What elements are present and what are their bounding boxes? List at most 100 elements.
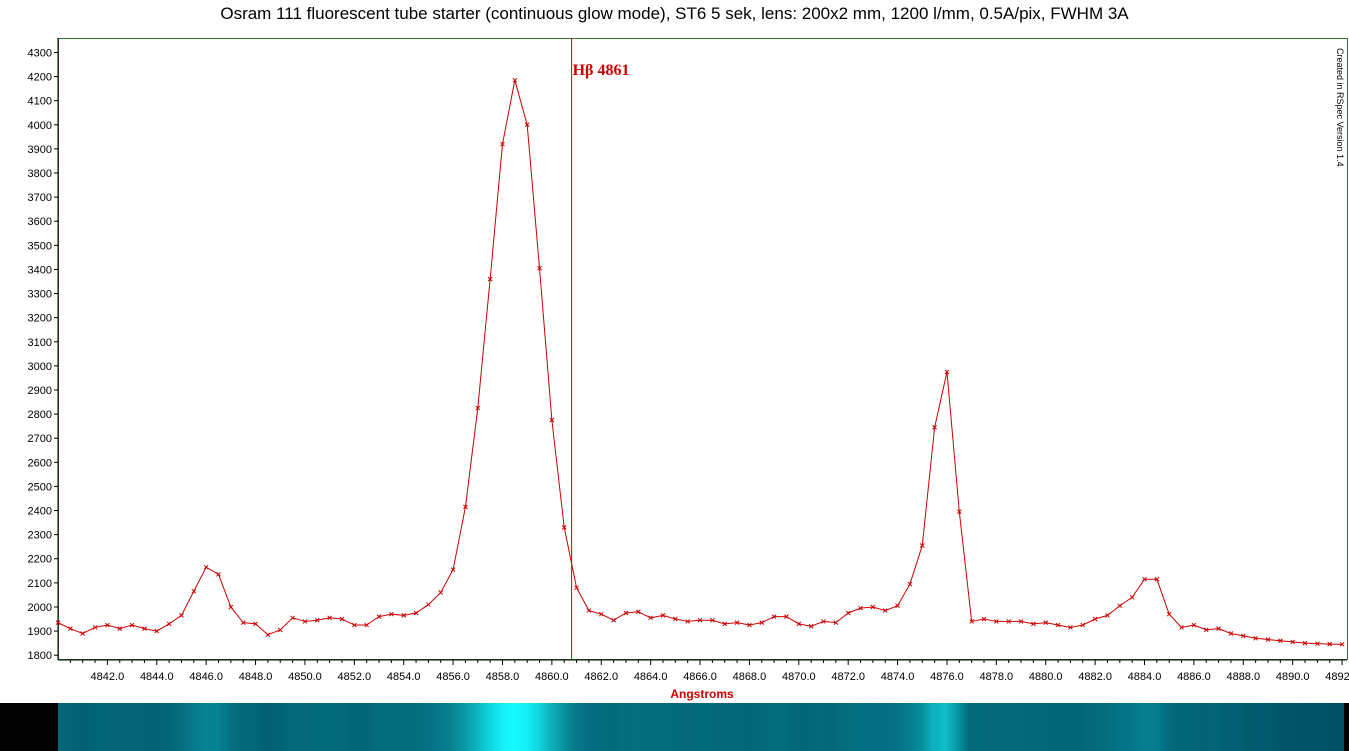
data-point	[80, 631, 86, 636]
y-tick-label: 1800	[28, 650, 52, 662]
data-point	[1191, 622, 1197, 628]
data-point	[598, 611, 604, 617]
data-point	[105, 622, 110, 628]
data-point	[129, 622, 135, 628]
data-point	[1043, 620, 1049, 625]
data-point	[1018, 619, 1024, 624]
x-tick-label: 4868.0	[733, 671, 767, 683]
data-point	[203, 564, 209, 570]
data-point	[1302, 640, 1308, 646]
data-point	[660, 613, 666, 618]
data-point	[277, 627, 283, 633]
x-tick-label: 4854.0	[387, 671, 421, 683]
chart-svg: 1800 1900 2000 2100 2200 2300 2400 2500 2600 2700…	[28, 38, 1349, 701]
y-tick-label: 2700	[28, 433, 52, 445]
y-tick-label: 3200	[28, 313, 52, 325]
x-tick-label: 4862.0	[584, 671, 618, 683]
data-point	[648, 615, 653, 621]
x-tick-label: 4842.0	[91, 671, 125, 683]
data-point	[253, 621, 258, 627]
data-point	[314, 617, 320, 623]
x-tick-label: 4892.0	[1325, 671, 1349, 683]
x-tick-label: 4848.0	[239, 671, 273, 683]
data-point	[747, 622, 752, 628]
data-point	[623, 610, 629, 616]
data-point	[981, 616, 987, 622]
data-point	[1166, 611, 1172, 617]
y-tick-label: 3500	[28, 240, 52, 252]
y-tick-label: 2900	[28, 385, 52, 397]
data-point	[734, 620, 740, 625]
data-point	[327, 615, 332, 621]
data-point	[537, 265, 542, 271]
data-point	[154, 628, 160, 634]
data-point	[1240, 633, 1246, 639]
data-point	[932, 424, 937, 430]
data-point	[1203, 627, 1209, 633]
credit-text: Created in RSpec Version 1.4	[1335, 48, 1345, 167]
data-point	[1068, 625, 1073, 630]
x-tick-label: 4878.0	[980, 671, 1014, 683]
y-tick-label: 3900	[28, 144, 52, 156]
data-point	[1080, 622, 1086, 628]
x-tick-label: 4876.0	[930, 671, 964, 683]
y-tick-label: 2300	[28, 530, 52, 542]
data-point	[191, 588, 197, 594]
data-point	[845, 610, 851, 616]
data-point	[870, 604, 876, 610]
data-point	[1290, 639, 1296, 645]
data-point	[611, 617, 616, 623]
data-point	[895, 603, 900, 609]
data-point	[351, 622, 357, 628]
y-tick-label: 1900	[28, 626, 52, 638]
x-tick-label: 4890.0	[1276, 671, 1310, 683]
x-tick-label: 4866.0	[683, 671, 717, 683]
data-point	[1315, 641, 1320, 646]
y-tick-label: 3100	[28, 337, 52, 349]
data-point	[216, 572, 221, 577]
y-tick-label: 3800	[28, 168, 52, 180]
x-tick-label: 4856.0	[436, 671, 470, 683]
x-tick-label: 4874.0	[881, 671, 915, 683]
data-point	[759, 620, 765, 625]
data-point	[969, 619, 975, 624]
y-tick-label: 2600	[28, 457, 52, 469]
data-point	[1277, 638, 1283, 644]
data-point	[364, 622, 370, 628]
data-point	[561, 525, 567, 530]
data-point	[302, 619, 308, 624]
y-tick-label: 2100	[28, 578, 52, 590]
data-point	[1092, 616, 1098, 622]
y-tick-label: 3600	[28, 216, 52, 228]
spectrum-right-edge	[1344, 703, 1349, 751]
y-tick-label: 3400	[28, 264, 52, 276]
data-point	[722, 621, 728, 627]
plot-frame	[58, 38, 1348, 660]
data-point	[710, 617, 715, 623]
y-tick-label: 4100	[28, 96, 52, 108]
data-point	[586, 608, 592, 613]
data-point	[1327, 641, 1333, 647]
data-point	[524, 122, 530, 128]
data-point	[882, 608, 888, 613]
x-tick-label: 4844.0	[140, 671, 174, 683]
data-point	[1228, 631, 1234, 636]
data-point	[55, 620, 61, 625]
x-tick-label: 4888.0	[1226, 671, 1260, 683]
data-point	[907, 581, 913, 587]
data-point	[1179, 625, 1184, 630]
data-point	[500, 141, 505, 147]
data-point	[290, 615, 295, 621]
data-point	[240, 620, 246, 625]
y-tick-label: 2500	[28, 481, 52, 493]
x-tick-label: 4864.0	[634, 671, 668, 683]
spectrum-gradient	[58, 703, 1344, 751]
spectrum-strip	[0, 703, 1349, 751]
x-tick-label: 4882.0	[1078, 671, 1112, 683]
x-tick-label: 4872.0	[831, 671, 865, 683]
y-tick-label: 3000	[28, 361, 52, 373]
data-point	[389, 611, 394, 617]
data-point	[858, 605, 863, 611]
data-point	[179, 613, 184, 618]
chart-title: Osram 111 fluorescent tube starter (cont…	[220, 4, 1129, 23]
